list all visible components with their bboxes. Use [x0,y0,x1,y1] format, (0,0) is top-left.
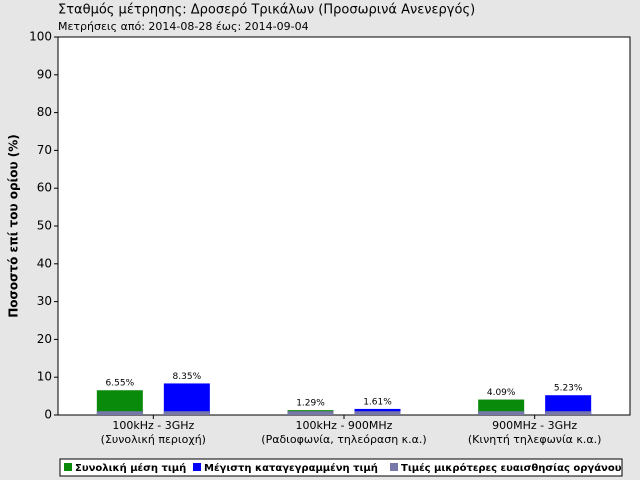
y-tick-label: 0 [44,408,52,422]
y-tick-label: 70 [37,143,52,157]
bar [96,390,143,415]
y-tick-label: 50 [37,219,52,233]
y-tick-label: 90 [37,67,52,81]
plot-area [57,36,631,416]
x-tick-label: 900MHz - 3GHz [492,419,577,432]
x-tick-label: (Ραδιοφωνία, τηλεόραση κ.α.) [261,433,426,446]
bar [287,411,334,415]
x-tick-label: (Κινητή τηλεφωνία κ.α.) [468,433,602,446]
x-tick-label: (Συνολική περιοχή) [101,433,206,446]
x-tick-label: 100kHz - 900MHz [296,419,393,432]
legend-label: Τιμές μικρότερες ευαισθησίας οργάνου [401,462,622,474]
bar [354,411,401,415]
y-tick-label: 20 [37,332,52,346]
y-tick-label: 100 [29,30,52,44]
bar [163,411,210,415]
chart-title: Σταθμός μέτρησης: Δροσερό Τρικάλων (Προσ… [58,3,475,18]
y-tick-label: 30 [37,294,52,308]
x-tick-label: 100kHz - 3GHz [112,419,194,432]
bar [545,395,592,415]
bar [163,383,210,415]
y-tick-label: 40 [37,256,52,270]
legend-swatch [390,463,398,471]
legend-label: Μέγιστη καταγεγραμμένη τιμή [204,462,378,474]
bar [96,411,143,415]
value-label: 1.29% [296,399,325,409]
legend-swatch [64,463,72,471]
legend-label: Συνολική μέση τιμή [75,462,186,474]
legend-swatch [193,463,201,471]
value-label: 6.55% [106,379,135,389]
y-tick-label: 10 [37,370,52,384]
y-tick-label: 60 [37,181,52,195]
value-label: 5.23% [554,384,583,394]
value-label: 4.09% [487,388,516,398]
y-axis-label: Ποσοστό επί του ορίου (%) [7,134,21,318]
value-label: 8.35% [173,372,202,382]
value-label: 1.61% [363,397,392,407]
y-tick-label: 80 [37,105,52,119]
bar [478,399,525,415]
bar [545,411,592,415]
chart-subtitle: Μετρήσεις από: 2014-08-28 έως: 2014-09-0… [58,20,309,33]
bar [478,411,525,415]
